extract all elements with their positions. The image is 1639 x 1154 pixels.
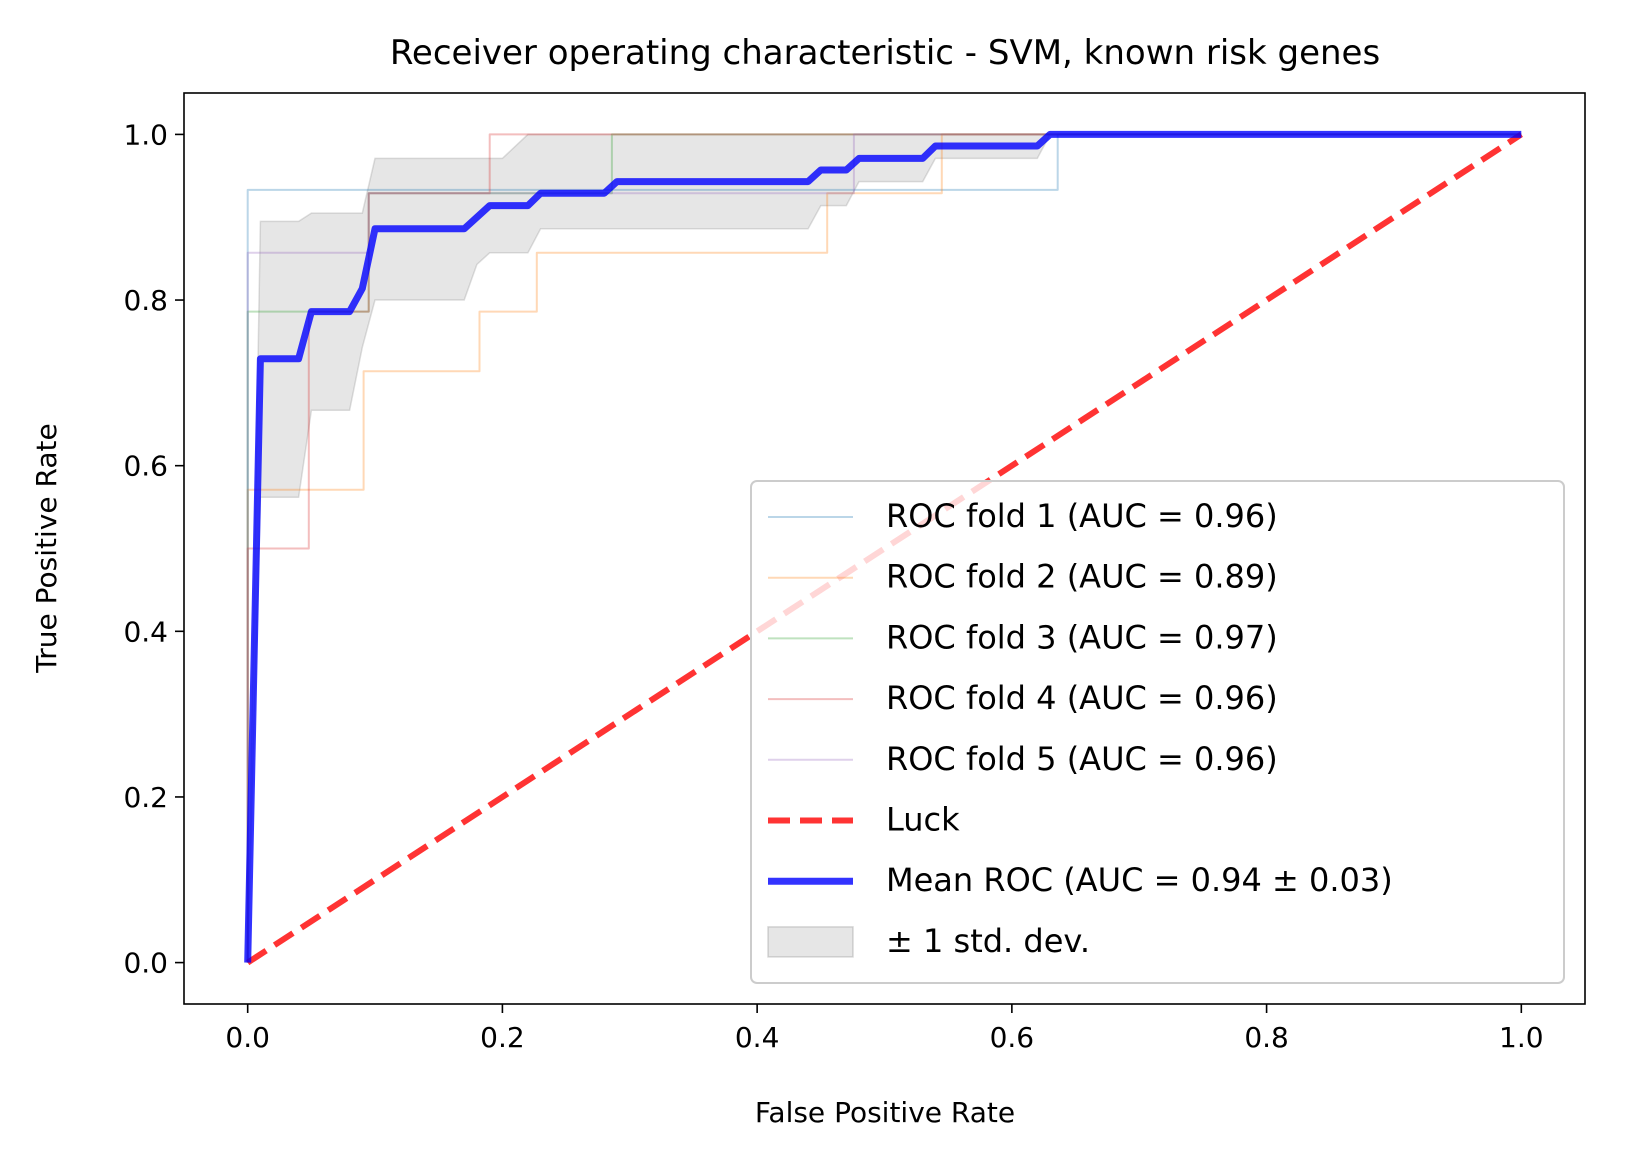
x-axis-ticks: 0.0 0.2 0.4 0.6 0.8 1.0 [225,1004,1544,1054]
x-tick-label: 0.2 [480,1021,525,1054]
legend-swatch [767,926,854,958]
legend-box [750,480,1565,984]
y-tick-label: 1.0 [123,118,168,151]
series-line-5 [246,133,1522,963]
y-tick-label: 0.2 [123,781,168,814]
std-dev-band [246,133,1522,963]
y-tick-label: 0.0 [123,947,168,980]
legend-label: ± 1 std. dev. [886,922,1090,960]
x-axis-label: False Positive Rate [755,1096,1015,1129]
legend-label: ROC fold 1 (AUC = 0.96) [886,497,1278,535]
legend: ROC fold 1 (AUC = 0.96) ROC fold 2 (AUC =… [750,480,1565,984]
series-line-4 [246,133,1522,963]
legend-label: ROC fold 3 (AUC = 0.97) [886,618,1278,656]
x-tick-label: 0.4 [735,1021,780,1054]
y-tick-label: 0.6 [123,450,168,483]
y-axis-label: True Positive Rate [30,423,63,673]
std-dev-band-layer [246,133,1522,963]
legend-label: ROC fold 2 (AUC = 0.89) [886,558,1278,596]
y-tick-label: 0.8 [123,284,168,317]
x-tick-label: 0.8 [1244,1021,1289,1054]
legend-label: ROC fold 4 (AUC = 0.96) [886,679,1278,717]
series-line-3 [246,133,1522,963]
series-line-2 [246,133,1522,963]
x-tick-label: 0.0 [225,1021,270,1054]
y-tick-label: 0.4 [123,615,168,648]
x-tick-label: 0.6 [990,1021,1035,1054]
legend-label: Mean ROC (AUC = 0.94 ± 0.03) [886,861,1393,899]
legend-label: ROC fold 5 (AUC = 0.96) [886,740,1278,778]
series-layer [244,130,1523,966]
legend-label: Luck [886,801,960,839]
y-axis-ticks: 0.0 0.2 0.4 0.6 0.8 1.0 [123,118,184,980]
chart-title: Receiver operating characteristic - SVM,… [390,33,1380,73]
plot-area-frame [183,92,1586,1005]
x-tick-label: 1.0 [1499,1021,1544,1054]
series-line-6 [246,131,1523,966]
series-line-7 [244,130,1522,963]
